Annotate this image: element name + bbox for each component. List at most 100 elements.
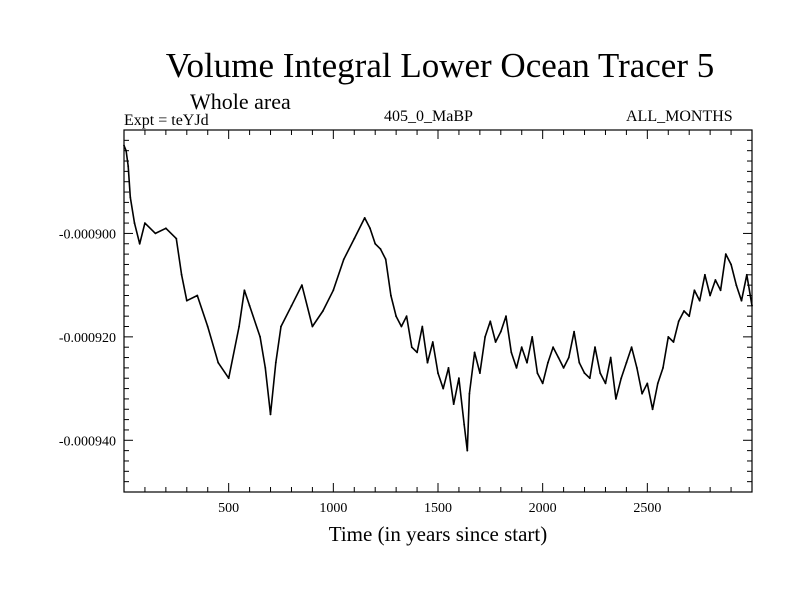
data-point bbox=[609, 356, 612, 359]
data-point bbox=[541, 382, 544, 385]
data-point bbox=[227, 377, 230, 380]
data-point bbox=[468, 392, 471, 395]
data-point bbox=[322, 310, 324, 312]
data-point bbox=[683, 310, 685, 312]
data-point bbox=[217, 361, 220, 364]
data-point bbox=[311, 325, 314, 328]
data-point bbox=[384, 258, 387, 261]
data-point bbox=[363, 217, 366, 219]
data-point bbox=[656, 382, 659, 385]
data-point bbox=[557, 356, 560, 359]
data-point bbox=[437, 372, 439, 374]
data-point bbox=[693, 289, 696, 292]
data-point bbox=[127, 165, 130, 168]
data-point bbox=[630, 346, 633, 349]
data-point bbox=[740, 299, 743, 302]
data-point bbox=[505, 315, 507, 318]
data-point bbox=[751, 304, 753, 307]
data-point bbox=[290, 304, 293, 307]
data-point bbox=[735, 284, 738, 286]
data-point bbox=[510, 351, 513, 354]
data-point bbox=[431, 341, 434, 343]
data-point bbox=[520, 346, 523, 349]
data-point bbox=[625, 361, 628, 364]
data-point bbox=[390, 294, 392, 297]
data-point bbox=[573, 330, 575, 333]
data-point bbox=[274, 361, 277, 364]
data-point bbox=[588, 377, 591, 380]
x-tick-label: 2000 bbox=[529, 501, 557, 516]
data-point bbox=[552, 346, 554, 349]
data-point bbox=[709, 294, 711, 297]
data-point bbox=[123, 144, 125, 147]
data-point bbox=[264, 367, 267, 369]
data-point bbox=[526, 361, 528, 364]
data-point bbox=[615, 398, 617, 400]
data-point bbox=[165, 227, 167, 230]
data-point bbox=[421, 325, 424, 328]
data-point bbox=[175, 237, 178, 240]
data-point bbox=[374, 242, 377, 245]
data-point bbox=[719, 289, 722, 292]
data-point bbox=[342, 258, 345, 261]
data-point bbox=[442, 387, 445, 390]
data-point bbox=[599, 372, 602, 374]
y-tick-label: -0.000920 bbox=[59, 331, 116, 346]
x-axis: 500 1000 1500 2000 2500 bbox=[144, 130, 732, 516]
data-point bbox=[243, 289, 246, 292]
data-point bbox=[332, 289, 335, 292]
data-point bbox=[667, 336, 670, 338]
data-point bbox=[567, 356, 570, 359]
data-point bbox=[473, 351, 476, 354]
months-label: ALL_MONTHS bbox=[626, 108, 733, 125]
data-point bbox=[238, 325, 241, 328]
data-point bbox=[400, 325, 403, 328]
data-point bbox=[447, 367, 450, 369]
y-tick-label: -0.000940 bbox=[59, 434, 116, 449]
data-point bbox=[410, 346, 413, 349]
data-point bbox=[405, 315, 408, 318]
data-point bbox=[583, 372, 586, 374]
y-axis: -0.000900 -0.000920 -0.000940 bbox=[59, 139, 752, 483]
data-point bbox=[730, 263, 732, 266]
experiment-label: Expt = teYJd bbox=[124, 112, 209, 129]
data-point bbox=[463, 423, 466, 426]
data-point bbox=[515, 367, 518, 369]
data-point bbox=[688, 315, 691, 318]
data-point bbox=[620, 377, 623, 380]
chart-title: Volume Integral Lower Ocean Tracer 5 bbox=[165, 46, 715, 85]
data-point bbox=[125, 149, 127, 152]
data-point bbox=[379, 248, 382, 250]
data-point bbox=[562, 367, 565, 369]
data-point bbox=[646, 382, 649, 385]
data-series-line bbox=[123, 145, 753, 452]
data-point bbox=[133, 222, 136, 225]
data-point bbox=[154, 232, 157, 235]
data-point bbox=[479, 372, 481, 374]
data-point bbox=[452, 403, 455, 405]
data-point bbox=[484, 336, 486, 338]
data-points bbox=[123, 144, 753, 452]
data-point bbox=[547, 361, 549, 364]
data-point bbox=[724, 253, 727, 256]
data-point bbox=[698, 299, 701, 302]
data-point bbox=[745, 273, 748, 276]
data-point bbox=[466, 449, 469, 452]
chart-subtitle: Whole area bbox=[190, 89, 291, 114]
data-point bbox=[458, 377, 460, 380]
data-point bbox=[489, 320, 492, 323]
data-point bbox=[206, 325, 209, 328]
data-point bbox=[662, 367, 664, 369]
data-point bbox=[594, 346, 596, 349]
data-point bbox=[144, 222, 146, 225]
data-point bbox=[129, 196, 132, 199]
x-tick-label: 500 bbox=[218, 501, 239, 516]
data-point bbox=[248, 304, 251, 307]
data-point bbox=[280, 325, 282, 328]
data-point bbox=[651, 408, 654, 411]
data-point bbox=[604, 382, 607, 385]
y-tick-label: -0.000900 bbox=[59, 227, 116, 242]
data-point bbox=[301, 284, 303, 286]
data-point bbox=[641, 392, 643, 395]
data-point bbox=[531, 336, 534, 338]
